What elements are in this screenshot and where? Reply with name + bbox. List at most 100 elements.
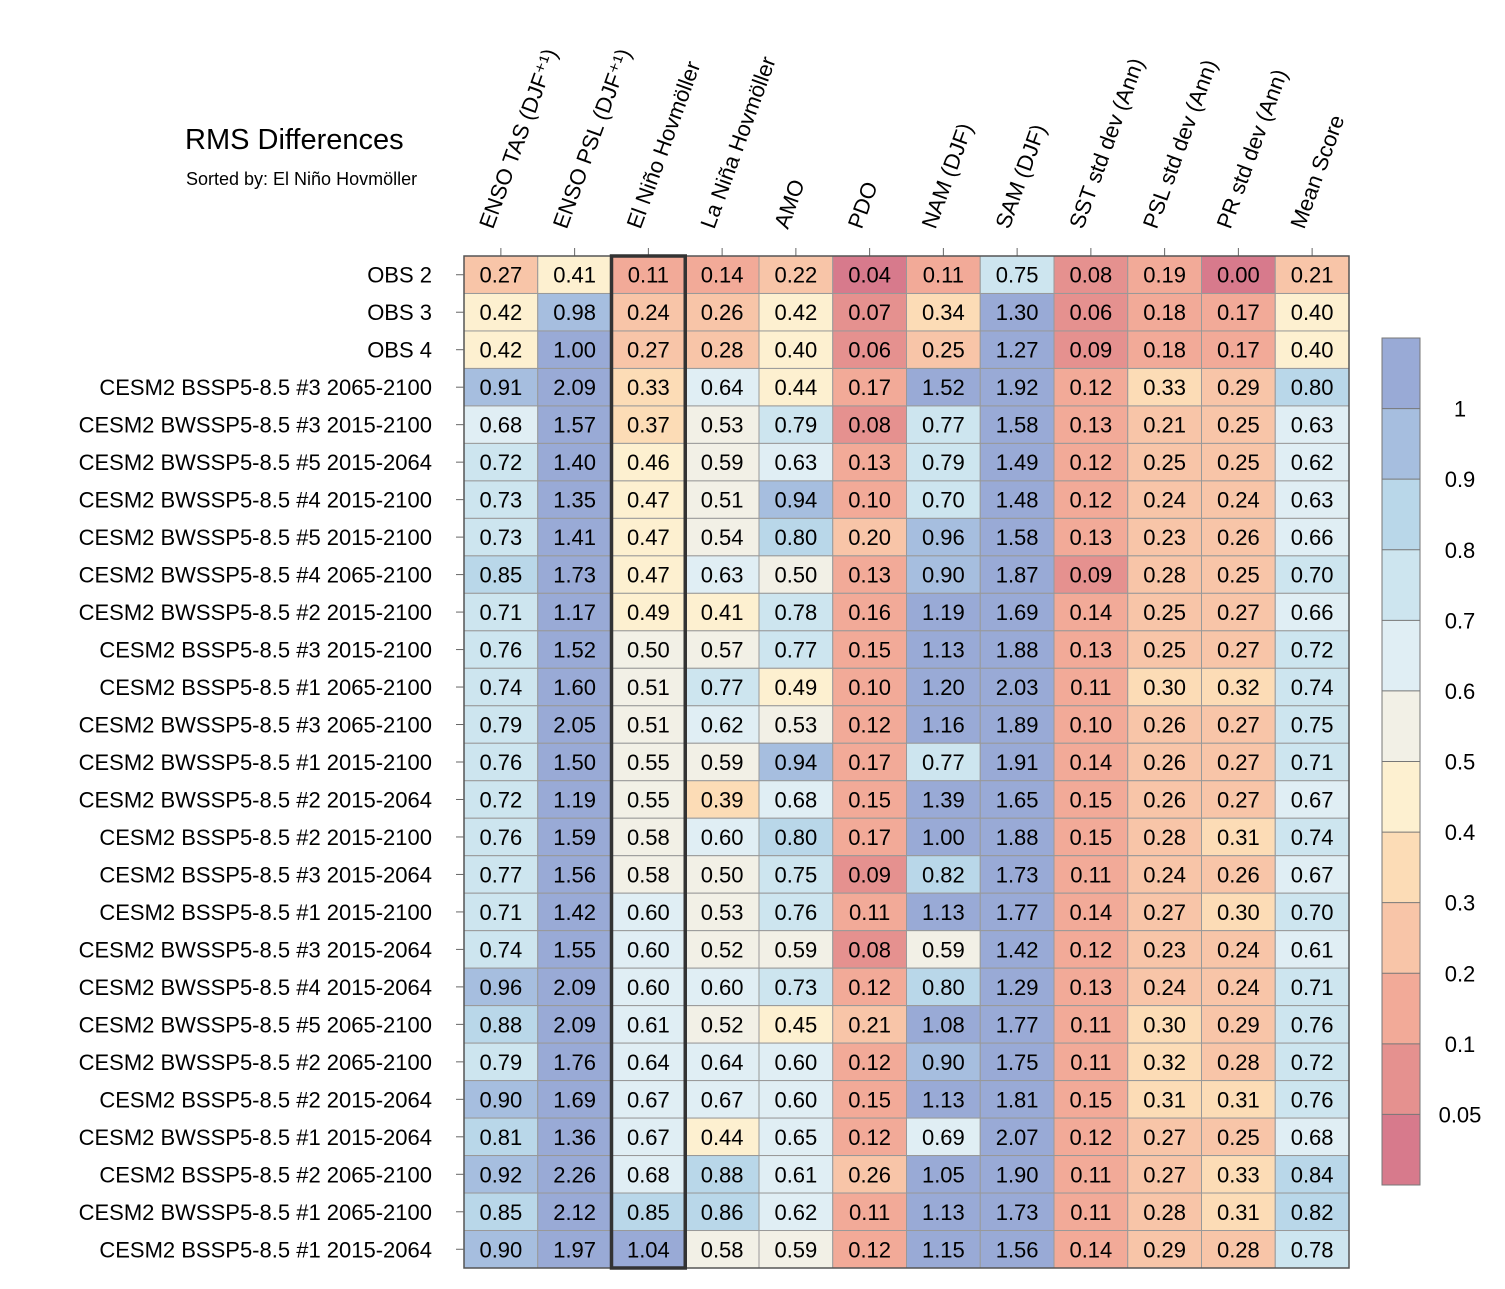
row-label: CESM2 BSSP5-8.5 #1 2065-2100: [99, 675, 432, 700]
heatmap-cell: [1127, 1192, 1202, 1232]
heatmap-cell: [906, 705, 981, 744]
cell-value: 0.44: [701, 1125, 744, 1150]
cell-value: 0.62: [701, 713, 744, 738]
heatmap-cell: [1201, 967, 1276, 1007]
cell-value: 0.82: [1291, 1200, 1334, 1225]
cell-value: 0.12: [1069, 488, 1112, 513]
heatmap-cell: [906, 780, 981, 819]
cell-value: 0.28: [1143, 1200, 1186, 1225]
cell-value: 0.26: [701, 300, 744, 325]
heatmap-cell: [832, 292, 907, 332]
row-label: CESM2 BSSP5-8.5 #2 2015-2064: [99, 1087, 432, 1112]
heatmap-cell: [758, 517, 834, 557]
cell-value: 0.45: [774, 1012, 817, 1037]
cell-value: 0.58: [627, 825, 670, 850]
cell-value: 0.26: [1217, 525, 1260, 550]
heatmap-cell: [832, 480, 907, 519]
cell-value: 2.03: [996, 675, 1039, 700]
cell-value: 0.82: [922, 862, 965, 887]
cell-value: 0.24: [627, 300, 670, 325]
cell-value: 0.78: [774, 600, 817, 625]
cell-value: 0.44: [774, 375, 817, 400]
cell-value: 0.63: [701, 563, 744, 588]
heatmap-cell: [1274, 817, 1350, 857]
heatmap-cell: [537, 892, 612, 932]
cell-value: 1.15: [922, 1237, 965, 1262]
heatmap-cell: [1127, 780, 1202, 819]
cell-value: 0.67: [627, 1125, 670, 1150]
cell-value: 0.58: [627, 862, 670, 887]
row-label: CESM2 BSSP5-8.5 #2 2015-2100: [99, 825, 432, 850]
heatmap-cell: [1127, 1117, 1202, 1157]
cell-value: 0.11: [849, 900, 890, 925]
row-label: CESM2 BSSP5-8.5 #1 2015-2064: [99, 1237, 432, 1262]
cell-value: 0.31: [1217, 1200, 1260, 1225]
heatmap-cell: [1053, 517, 1129, 557]
heatmap-cell: [1127, 742, 1202, 782]
cell-value: 0.14: [1069, 750, 1112, 775]
cell-value: 0.12: [848, 1050, 891, 1075]
colorbar-tick-label: 0.8: [1445, 538, 1476, 563]
cell-value: 0.29: [1143, 1237, 1186, 1262]
cell-value: 0.85: [627, 1200, 670, 1225]
heatmap-cell: [537, 1080, 612, 1119]
heatmap-cell: [758, 480, 834, 519]
heatmap-cell: [463, 367, 539, 407]
cell-value: 0.25: [1143, 600, 1186, 625]
cell-value: 0.67: [627, 1087, 670, 1112]
heatmap-cell: [1274, 592, 1350, 632]
heatmap-cell: [1274, 892, 1350, 932]
column-label: PR std dev (Ann): [1212, 66, 1293, 232]
cell-value: 1.57: [553, 413, 596, 438]
cell-value: 0.23: [1143, 525, 1186, 550]
heatmap-cell: [906, 967, 981, 1007]
cell-value: 1.58: [996, 525, 1039, 550]
heatmap-cell: [537, 1005, 612, 1044]
cell-value: 0.34: [922, 300, 965, 325]
cell-value: 1.97: [553, 1237, 596, 1262]
colorbar-tick-label: 0.6: [1445, 679, 1476, 704]
heatmap-cell: [832, 742, 907, 782]
cell-value: 0.26: [1143, 750, 1186, 775]
heatmap-cell: [611, 292, 686, 332]
cell-value: 1.49: [996, 450, 1039, 475]
heatmap-cell: [1274, 705, 1350, 744]
row-label: CESM2 BWSSP5-8.5 #2 2065-2100: [79, 1050, 432, 1075]
heatmap-cell: [1127, 592, 1202, 632]
cell-value: 0.09: [1069, 563, 1112, 588]
heatmap-cell: [832, 367, 907, 407]
heatmap-cell: [979, 1005, 1055, 1044]
heatmap-cell: [1053, 292, 1129, 332]
heatmap-cell: [1274, 667, 1350, 707]
heatmap-cell: [832, 930, 907, 969]
heatmap-cell: [537, 705, 612, 744]
cell-value: 1.59: [553, 825, 596, 850]
colorbar-tick-label: 0.1: [1445, 1032, 1476, 1057]
cell-value: 0.27: [1217, 713, 1260, 738]
cell-value: 0.71: [1291, 750, 1334, 775]
row-label: CESM2 BWSSP5-8.5 #2 2015-2100: [79, 600, 432, 625]
cell-value: 1.29: [996, 975, 1039, 1000]
cell-value: 1.00: [922, 825, 965, 850]
heatmap-cell: [1201, 367, 1276, 407]
cell-value: 0.64: [701, 1050, 744, 1075]
cell-value: 0.30: [1143, 675, 1186, 700]
cell-value: 0.31: [1217, 825, 1260, 850]
heatmap-cell: [1274, 480, 1350, 519]
cell-value: 1.90: [996, 1162, 1039, 1187]
cell-value: 0.53: [701, 900, 744, 925]
cell-value: 0.26: [848, 1162, 891, 1187]
cell-value: 0.47: [627, 563, 670, 588]
cell-value: 0.18: [1143, 338, 1186, 363]
cell-value: 0.28: [1217, 1237, 1260, 1262]
cell-value: 1.17: [553, 600, 596, 625]
heatmap-cell: [611, 1080, 686, 1119]
cell-value: 2.09: [553, 1012, 596, 1037]
column-label: PDO: [843, 178, 883, 231]
cell-value: 0.15: [1069, 825, 1112, 850]
heatmap-cell: [1201, 592, 1276, 632]
heatmap-cell: [832, 1005, 907, 1044]
column-label: PSL std dev (Ann): [1138, 56, 1222, 232]
cell-value: 0.60: [701, 825, 744, 850]
heatmap-cell: [1053, 892, 1129, 932]
